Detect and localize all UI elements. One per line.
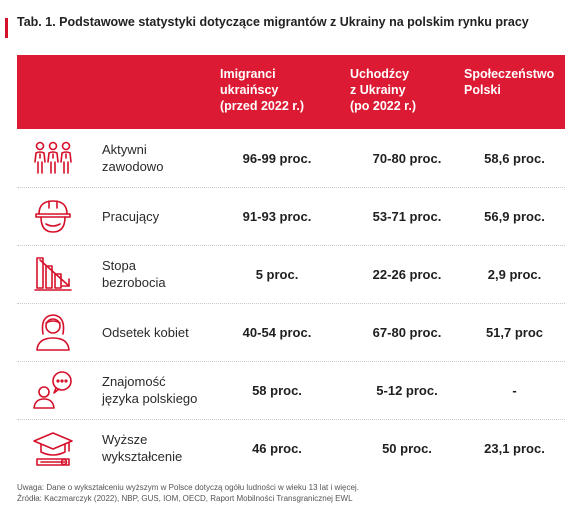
row-label: Aktywni zawodowo xyxy=(102,142,164,174)
value-poland: 2,9 proc. xyxy=(487,266,542,282)
header-ukrainian-refugees: Uchodźcy z Ukrainy (po 2022 r.) xyxy=(350,67,416,113)
value-poland: 23,1 proc. xyxy=(484,440,545,456)
row-label: Znajomość języka polskiego xyxy=(102,374,198,406)
row-divider xyxy=(17,245,565,246)
row-divider xyxy=(17,419,565,420)
value-poland: 56,9 proc. xyxy=(484,208,545,224)
value-immigrants: 40-54 proc. xyxy=(242,324,312,340)
value-poland: 58,6 proc. xyxy=(484,150,545,166)
row-label: Pracujący xyxy=(102,208,160,224)
table-row-unemployment: Stopa bezrobocia 5 proc. 22-26 proc. 2,9… xyxy=(17,245,565,303)
value-refugees: 50 proc. xyxy=(382,440,432,456)
speech-bubble-person-icon xyxy=(31,368,75,412)
header-polish-society: Społeczeństwo Polski xyxy=(464,67,555,97)
table-row-economically-active: Aktywni zawodowo 96-99 proc. 70-80 proc.… xyxy=(17,129,565,187)
table-header: Imigranci ukraińscy (przed 2022 r.) Ucho… xyxy=(17,55,565,129)
value-refugees: 67-80 proc. xyxy=(372,324,442,340)
footnote-note: Uwaga: Dane o wykształceniu wyższym w Po… xyxy=(17,483,359,492)
hard-hat-icon xyxy=(31,194,75,238)
table-row-polish-language: Znajomość języka polskiego 58 proc. 5-12… xyxy=(17,361,565,419)
value-immigrants: 58 proc. xyxy=(252,382,302,398)
row-label: Stopa bezrobocia xyxy=(102,258,166,290)
table-title-block: Tab. 1. Podstawowe statystyki dotyczące … xyxy=(0,8,579,52)
woman-icon xyxy=(31,310,75,354)
table-row-higher-education: Wyższe wykształcenie 46 proc. 50 proc. 2… xyxy=(17,419,565,477)
row-label: Odsetek kobiet xyxy=(102,324,189,340)
table-title: Tab. 1. Podstawowe statystyki dotyczące … xyxy=(17,15,529,29)
value-refugees: 5-12 proc. xyxy=(376,382,438,398)
header-ukrainian-immigrants: Imigranci ukraińscy (przed 2022 r.) xyxy=(220,67,305,113)
value-immigrants: 46 proc. xyxy=(252,440,302,456)
value-immigrants: 96-99 proc. xyxy=(242,150,312,166)
row-divider xyxy=(17,187,565,188)
declining-bars-icon xyxy=(31,252,75,296)
value-immigrants: 91-93 proc. xyxy=(242,208,312,224)
value-poland: 51,7 proc xyxy=(485,324,544,340)
value-refugees: 70-80 proc. xyxy=(372,150,442,166)
people-group-icon xyxy=(31,136,75,180)
value-poland: - xyxy=(512,382,517,398)
row-label: Wyższe wykształcenie xyxy=(102,432,183,464)
row-divider xyxy=(17,361,565,362)
footnote: Uwaga: Dane o wykształceniu wyższym w Po… xyxy=(17,482,577,504)
footnote-sources: Źródła: Kaczmarczyk (2022), NBP, GUS, IO… xyxy=(17,494,353,503)
graduation-cap-icon xyxy=(31,426,75,470)
value-refugees: 53-71 proc. xyxy=(372,208,442,224)
value-immigrants: 5 proc. xyxy=(255,266,299,282)
row-divider xyxy=(17,303,565,304)
value-refugees: 22-26 proc. xyxy=(372,266,442,282)
title-accent-bar xyxy=(5,18,8,38)
table-row-women-share: Odsetek kobiet 40-54 proc. 67-80 proc. 5… xyxy=(17,303,565,361)
table-row-employed: Pracujący 91-93 proc. 53-71 proc. 56,9 p… xyxy=(17,187,565,245)
